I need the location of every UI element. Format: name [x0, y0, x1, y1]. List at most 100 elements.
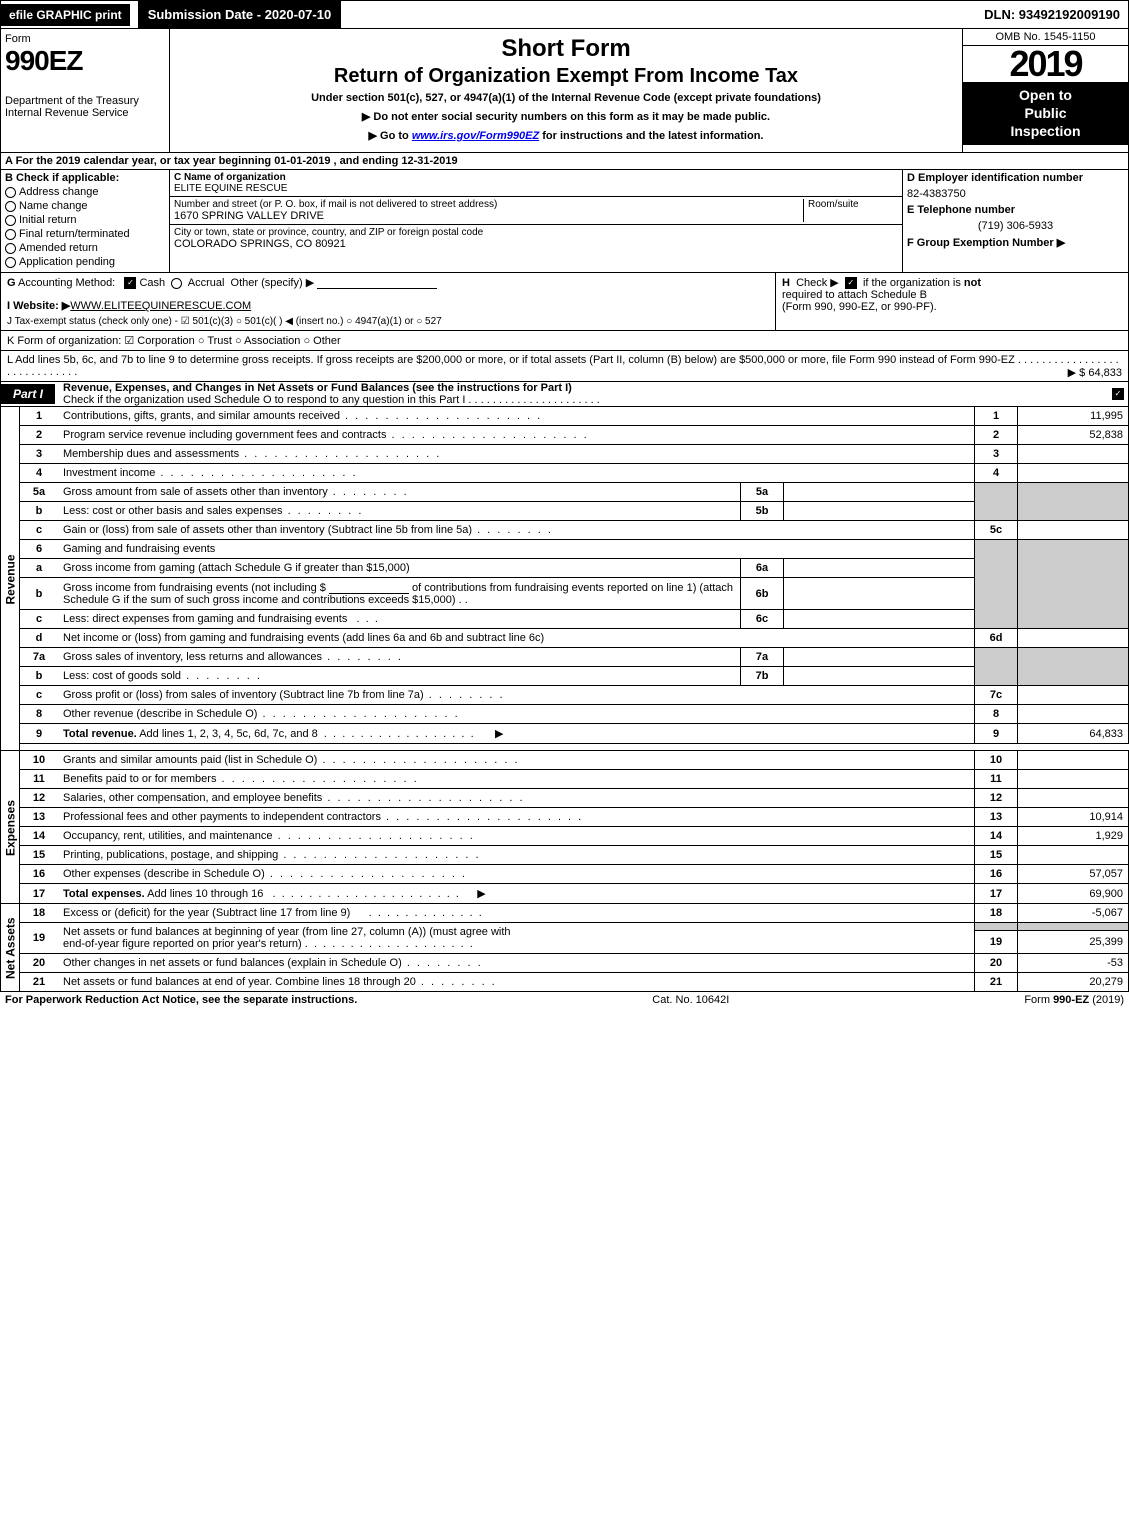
- line-6b-contributions-input[interactable]: [329, 581, 409, 594]
- row-gh: G Accounting Method: Cash Accrual Other …: [0, 273, 1129, 331]
- city-row: City or town, state or province, country…: [170, 225, 902, 252]
- opt-address-change[interactable]: Address change: [5, 186, 165, 198]
- e-label: E Telephone number: [903, 202, 1128, 218]
- table-row: 8 Other revenue (describe in Schedule O)…: [1, 705, 1129, 724]
- part-1-check-text: Check if the organization used Schedule …: [63, 394, 600, 406]
- table-row: b Less: cost of goods sold 7b: [1, 667, 1129, 686]
- row-h-line-2: required to attach Schedule B: [782, 289, 1122, 301]
- irs-link[interactable]: www.irs.gov/Form990EZ: [412, 130, 539, 142]
- line-19-value: 25,399: [1018, 931, 1129, 954]
- row-l: L Add lines 5b, 6c, and 7b to line 9 to …: [0, 351, 1129, 382]
- table-row: c Gross profit or (loss) from sales of i…: [1, 686, 1129, 705]
- title-short-form: Short Form: [174, 35, 958, 63]
- table-row: 4 Investment income 4: [1, 464, 1129, 483]
- table-row: Expenses 10 Grants and similar amounts p…: [1, 751, 1129, 770]
- website-value[interactable]: WWW.ELITEEQUINERESCUE.COM: [70, 300, 251, 312]
- table-row: b Gross income from fundraising events (…: [1, 578, 1129, 610]
- org-name-row: C Name of organization ELITE EQUINE RESC…: [170, 170, 902, 197]
- d-label: D Employer identification number: [903, 170, 1128, 186]
- table-row: 2 Program service revenue including gove…: [1, 426, 1129, 445]
- row-h: H Check ▶ if the organization is not req…: [775, 273, 1128, 330]
- row-l-amount: ▶ $ 64,833: [1068, 366, 1122, 379]
- goto-prefix: ▶ Go to: [369, 130, 412, 142]
- line-4-value: [1018, 464, 1129, 483]
- line-7c-value: [1018, 686, 1129, 705]
- table-row: d Net income or (loss) from gaming and f…: [1, 629, 1129, 648]
- netassets-section-label: Net Assets: [1, 904, 20, 992]
- opt-application-pending[interactable]: Application pending: [5, 256, 165, 268]
- inspection-badge: Open to Public Inspection: [963, 82, 1128, 145]
- row-h-line-1: H Check ▶ if the organization is not: [782, 276, 1122, 289]
- table-row: 13 Professional fees and other payments …: [1, 808, 1129, 827]
- row-l-text: L Add lines 5b, 6c, and 7b to line 9 to …: [7, 354, 1119, 378]
- table-row: 11 Benefits paid to or for members 11: [1, 770, 1129, 789]
- opt-name-change[interactable]: Name change: [5, 200, 165, 212]
- city-label: City or town, state or province, country…: [174, 227, 898, 238]
- phone-value: (719) 306-5933: [903, 218, 1128, 234]
- line-7a-value: [784, 648, 975, 667]
- header-center: Short Form Return of Organization Exempt…: [170, 29, 962, 152]
- table-row: c Less: direct expenses from gaming and …: [1, 610, 1129, 629]
- goto-suffix: for instructions and the latest informat…: [539, 130, 763, 142]
- efile-print-button[interactable]: efile GRAPHIC print: [1, 4, 130, 26]
- table-row: Revenue 1 Contributions, gifts, grants, …: [1, 407, 1129, 426]
- inspection-line-3: Inspection: [967, 122, 1124, 140]
- opt-amended-return[interactable]: Amended return: [5, 242, 165, 254]
- table-row: 9 Total revenue. Add lines 1, 2, 3, 4, 5…: [1, 724, 1129, 744]
- revenue-section-label: Revenue: [1, 407, 20, 751]
- table-row: 6 Gaming and fundraising events: [1, 540, 1129, 559]
- row-g: G Accounting Method: Cash Accrual Other …: [1, 273, 775, 330]
- footer-catno: Cat. No. 10642I: [357, 994, 1024, 1006]
- other-specify-input[interactable]: [317, 276, 437, 289]
- part-1-checkbox[interactable]: [1112, 388, 1124, 400]
- room-suite-label: Room/suite: [803, 199, 898, 222]
- c-label: C Name of organization: [174, 172, 898, 183]
- table-row: 15 Printing, publications, postage, and …: [1, 846, 1129, 865]
- line-11-value: [1018, 770, 1129, 789]
- part-1-title: Revenue, Expenses, and Changes in Net As…: [55, 382, 1112, 406]
- ssn-warning: ▶ Do not enter social security numbers o…: [174, 110, 958, 123]
- section-b-header: B Check if applicable:: [5, 172, 165, 184]
- inspection-line-1: Open to: [967, 86, 1124, 104]
- table-row: Net Assets 18 Excess or (deficit) for th…: [1, 904, 1129, 923]
- dept-label: Department of the Treasury: [5, 95, 165, 107]
- line-9-value: 64,833: [1018, 724, 1129, 744]
- title-return: Return of Organization Exempt From Incom…: [174, 65, 958, 88]
- line-6d-value: [1018, 629, 1129, 648]
- opt-initial-return[interactable]: Initial return: [5, 214, 165, 226]
- table-row: 20 Other changes in net assets or fund b…: [1, 954, 1129, 973]
- line-1-value: 11,995: [1018, 407, 1129, 426]
- table-row: 5a Gross amount from sale of assets othe…: [1, 483, 1129, 502]
- row-k: K Form of organization: ☑ Corporation ○ …: [0, 331, 1129, 351]
- table-row: c Gain or (loss) from sale of assets oth…: [1, 521, 1129, 540]
- addr-label: Number and street (or P. O. box, if mail…: [174, 199, 803, 210]
- dln-label: DLN: 93492192009190: [976, 3, 1128, 26]
- line-16-value: 57,057: [1018, 865, 1129, 884]
- line-7b-value: [784, 667, 975, 686]
- footer-form: Form 990-EZ (2019): [1024, 994, 1124, 1006]
- accrual-radio[interactable]: [171, 278, 182, 289]
- form-header: Form 990EZ Department of the Treasury In…: [0, 28, 1129, 153]
- submission-date-badge: Submission Date - 2020-07-10: [138, 1, 342, 28]
- line-8-value: [1018, 705, 1129, 724]
- info-grid: B Check if applicable: Address change Na…: [0, 170, 1129, 273]
- line-3-value: [1018, 445, 1129, 464]
- form-label: Form: [5, 33, 165, 45]
- part-1-label: Part I: [1, 384, 55, 404]
- opt-final-return[interactable]: Final return/terminated: [5, 228, 165, 240]
- goto-line: ▶ Go to www.irs.gov/Form990EZ for instru…: [174, 129, 958, 142]
- cash-checkbox[interactable]: [124, 277, 136, 289]
- row-j: J Tax-exempt status (check only one) - ☑…: [7, 316, 769, 327]
- line-2-value: 52,838: [1018, 426, 1129, 445]
- line-5c-value: [1018, 521, 1129, 540]
- line-21-value: 20,279: [1018, 973, 1129, 992]
- city-value: COLORADO SPRINGS, CO 80921: [174, 238, 898, 250]
- line-20-value: -53: [1018, 954, 1129, 973]
- ein-value: 82-4383750: [903, 186, 1128, 202]
- table-row: 3 Membership dues and assessments 3: [1, 445, 1129, 464]
- schedule-b-checkbox[interactable]: [845, 277, 857, 289]
- line-6b-value: [784, 578, 975, 610]
- line-17-value: 69,900: [1018, 884, 1129, 904]
- table-row: 17 Total expenses. Add lines 10 through …: [1, 884, 1129, 904]
- line-18-value: -5,067: [1018, 904, 1129, 923]
